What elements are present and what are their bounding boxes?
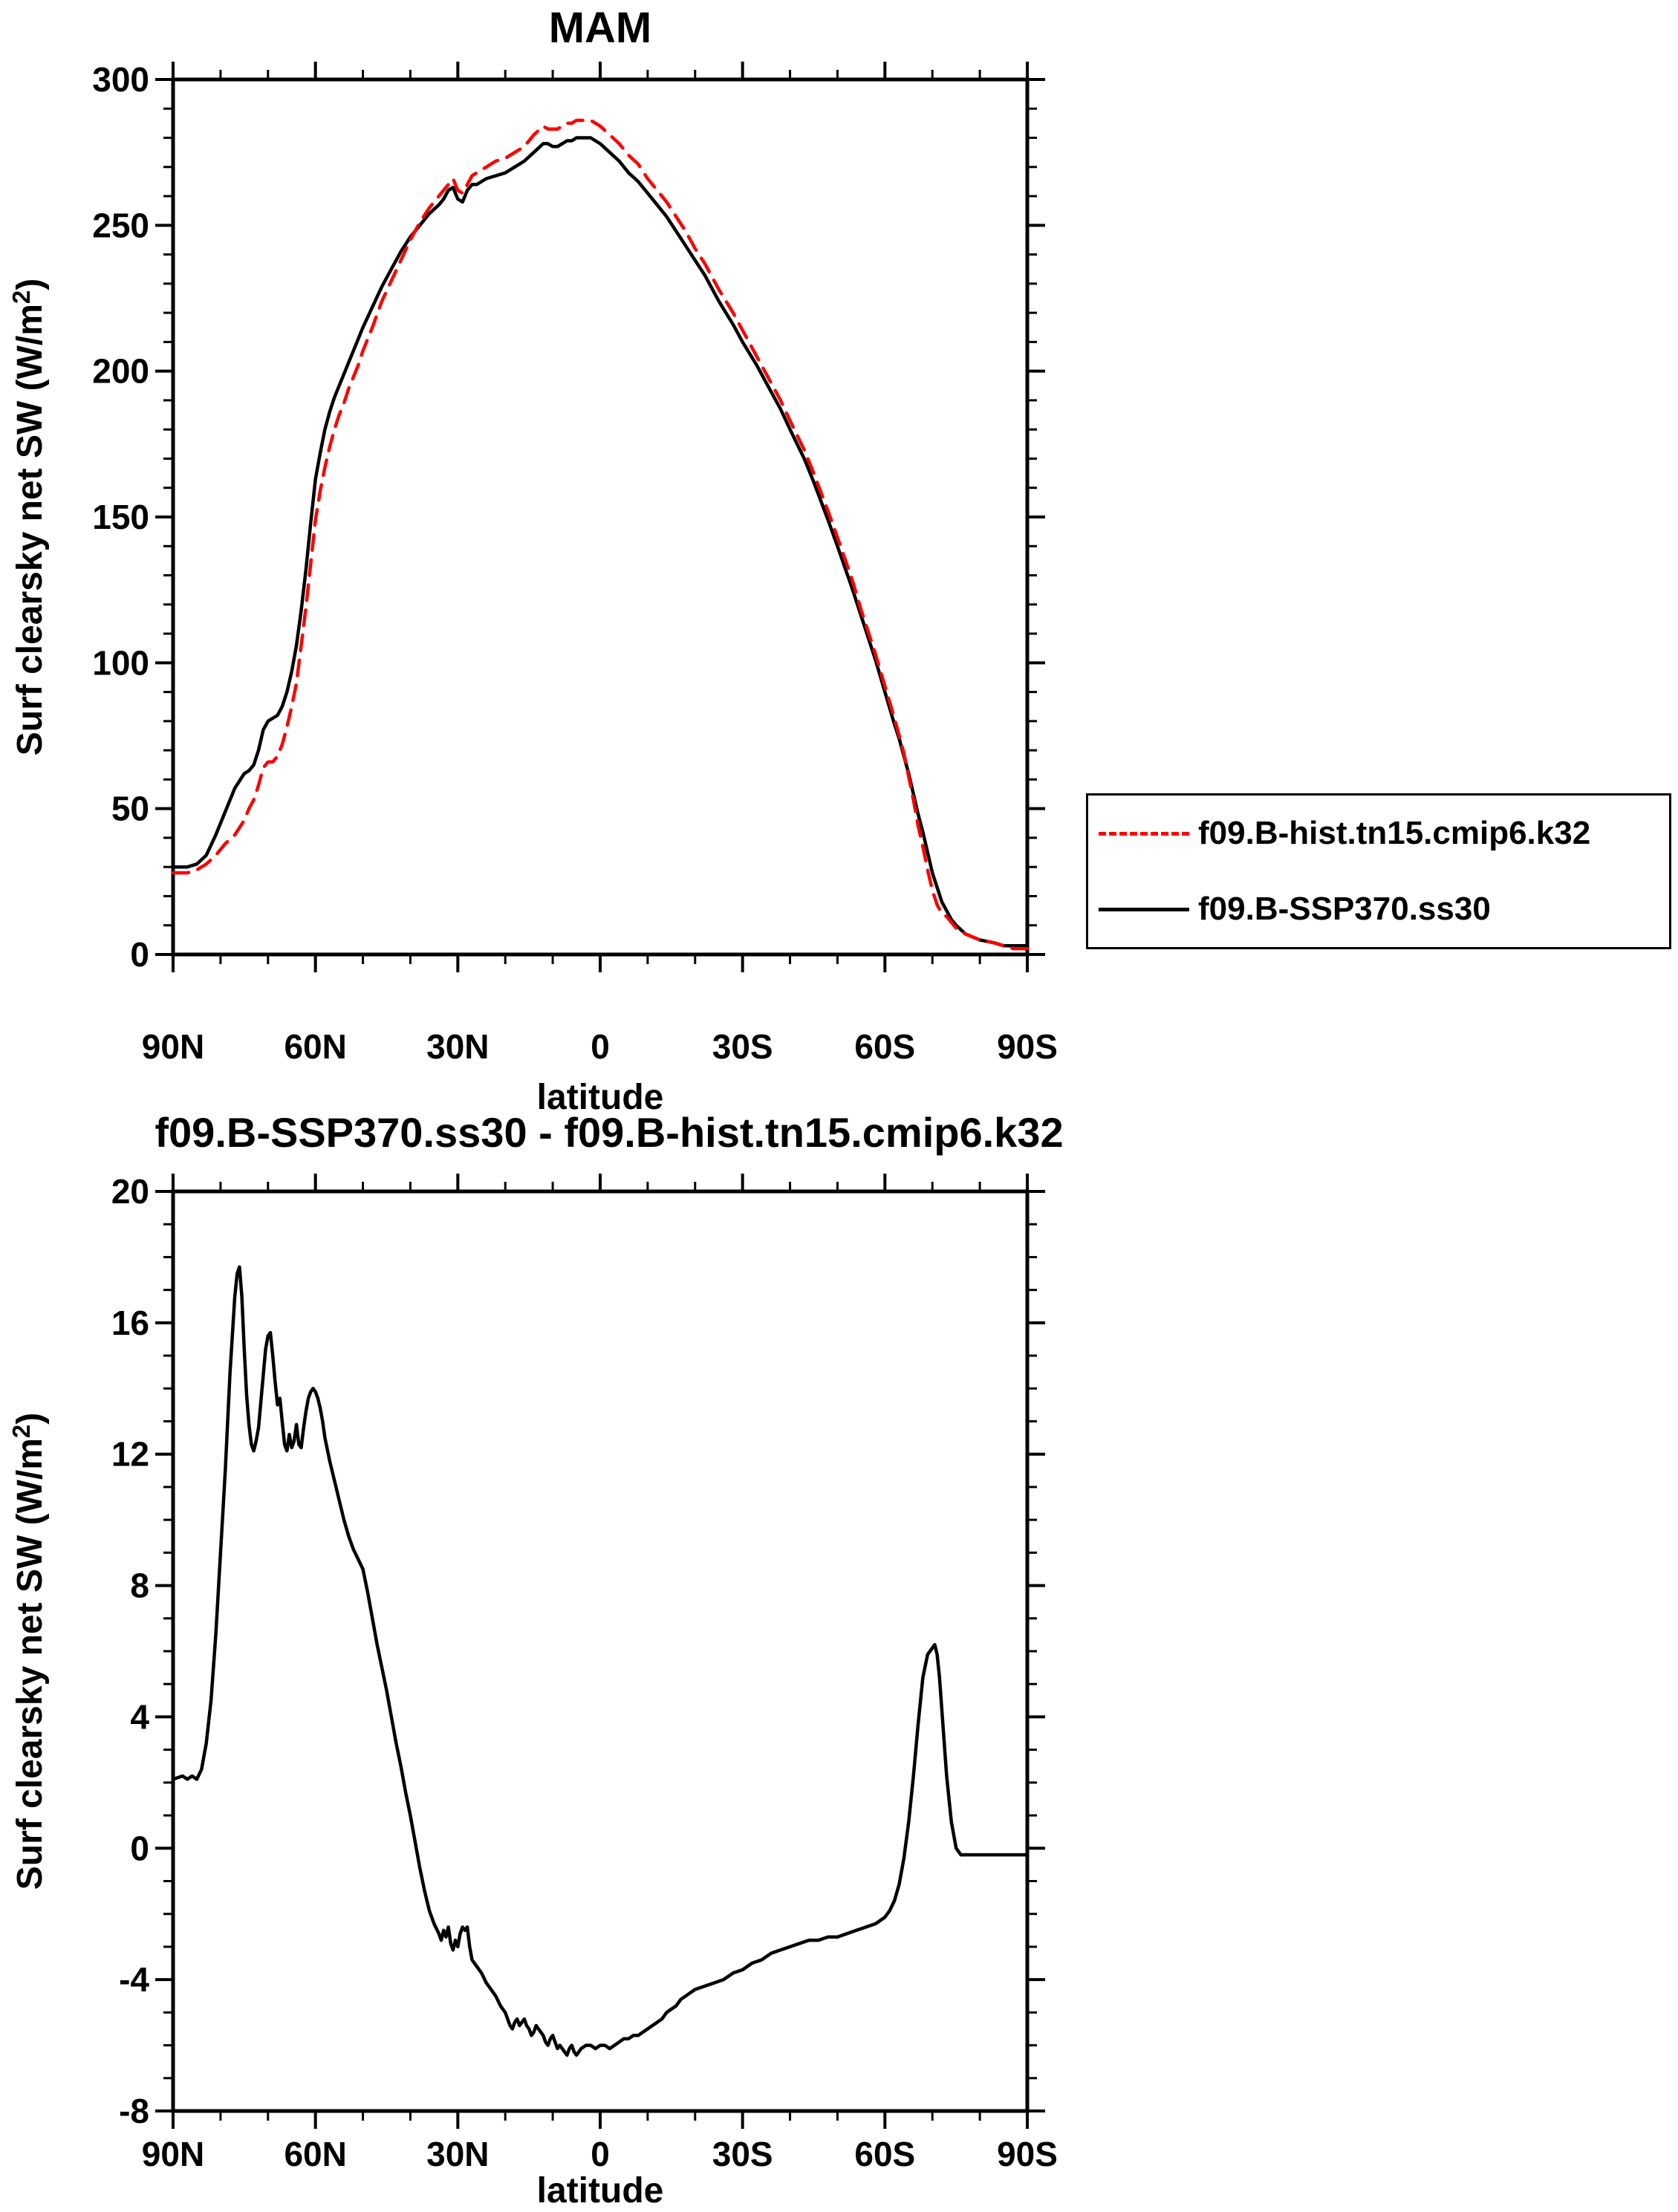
y-tick-label: 50 — [111, 790, 149, 828]
x-tick-label: 0 — [591, 1027, 610, 1066]
top-xaxis-label: latitude — [536, 1078, 664, 1117]
legend-dashed-red-line-icon — [1099, 831, 1189, 836]
y-tick-label: 8 — [130, 1567, 149, 1605]
legend-box: f09.B-hist.tn15.cmip6.k32 f09.B-SSP370.s… — [1086, 793, 1671, 949]
x-tick-label: 90N — [142, 2135, 204, 2173]
bottom-xaxis-label: latitude — [536, 2171, 664, 2211]
y-tick-label: 0 — [130, 1829, 149, 1867]
y-axis-label: Surf clearsky net SW (W/m2) — [7, 1413, 50, 1890]
y-tick-label: 100 — [92, 643, 149, 682]
x-tick-label: 60N — [284, 2135, 346, 2173]
x-tick-label: 60S — [854, 1027, 915, 1066]
legend-solid-black-line-icon — [1099, 907, 1189, 911]
series-line-f09.B-hist.tn15.cmip6.k32 — [171, 118, 1030, 951]
y-tick-label: 20 — [111, 1172, 149, 1211]
y-tick-label: 16 — [111, 1304, 149, 1342]
top-chart-title: MAM — [548, 4, 652, 52]
legend-label-ssp370: f09.B-SSP370.ss30 — [1198, 891, 1491, 927]
x-tick-label: 30N — [426, 2135, 489, 2173]
series-line-f09.B-SSP370.ss30 — [171, 136, 1030, 948]
x-tick-label: 0 — [591, 2135, 610, 2173]
legend-label-hist: f09.B-hist.tn15.cmip6.k32 — [1198, 815, 1591, 851]
y-tick-label: -4 — [119, 1960, 149, 1999]
x-tick-label: 90S — [997, 2135, 1058, 2173]
y-tick-label: 4 — [130, 1697, 149, 1736]
chart-0: 90S 60S 30S 0 30N 60N 90N 0 50 100 150 200 250 300 Sur… — [7, 60, 1058, 1066]
legend-entry-ssp370: f09.B-SSP370.ss30 — [1088, 891, 1669, 928]
plot-frame — [171, 1189, 1030, 2113]
plot-frame — [171, 77, 1030, 957]
y-tick-label: 0 — [130, 935, 149, 974]
series-line-difference — [171, 1265, 1030, 2058]
y-tick-label: 12 — [111, 1435, 149, 1474]
y-tick-label: -8 — [119, 2092, 149, 2130]
legend-entry-hist: f09.B-hist.tn15.cmip6.k32 — [1088, 815, 1669, 852]
bottom-chart-title: f09.B-SSP370.ss30 - f09.B-hist.tn15.cmip… — [155, 1109, 1064, 1156]
x-tick-label: 60N — [284, 1027, 346, 1066]
y-tick-label: 250 — [92, 206, 149, 244]
x-tick-label: 30S — [712, 2135, 773, 2173]
y-tick-label: 150 — [92, 498, 149, 536]
y-axis-label: Surf clearsky net SW (W/m2) — [7, 279, 50, 756]
x-tick-label: 30N — [426, 1027, 489, 1066]
x-tick-label: 90S — [997, 1027, 1058, 1066]
chart-1: 90S 60S 30S 0 30N 60N 90N -8 -4 0 4 8 12 16 20 Surf cle… — [7, 1172, 1058, 2173]
x-tick-label: 60S — [854, 2135, 915, 2173]
y-tick-label: 200 — [92, 352, 149, 391]
y-tick-label: 300 — [92, 60, 149, 99]
x-tick-label: 90N — [142, 1027, 204, 1066]
x-tick-label: 30S — [712, 1027, 773, 1066]
